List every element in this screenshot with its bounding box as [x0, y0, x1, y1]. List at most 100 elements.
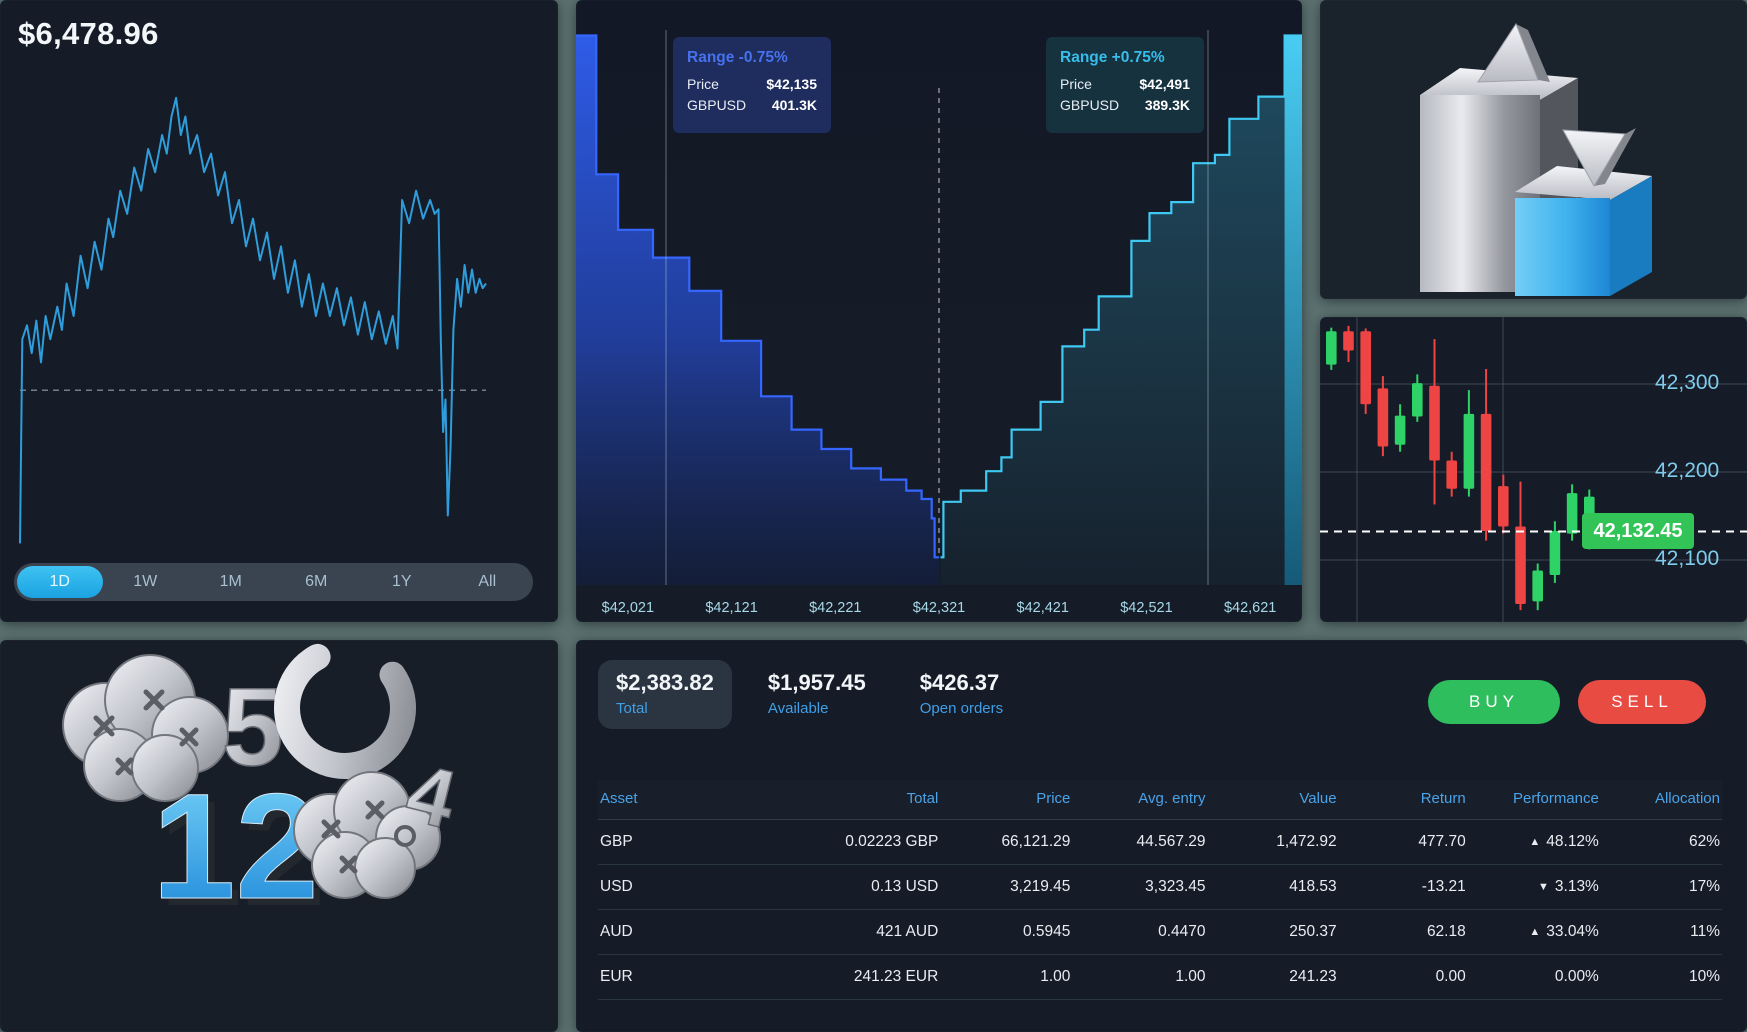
triangle-up-icon: ▲ [1529, 836, 1541, 848]
order-book-depth-panel: Range -0.75% Price $42,135 GBPUSD 401.3K… [576, 0, 1302, 622]
bar-arrows-illustration [1420, 22, 1652, 296]
performance-value: 33.04% [1546, 923, 1599, 940]
bid-pair-label: GBPUSD [687, 97, 747, 113]
time-range-all[interactable]: All [445, 566, 531, 598]
time-range-1w[interactable]: 1W [103, 566, 189, 598]
cell-avg-entry: 3,323.45 [1072, 864, 1208, 910]
cell-avg-entry: 1.00 [1072, 954, 1208, 1000]
cell-performance: 0.00% [1467, 954, 1601, 1000]
cell-total: 0.13 USD [728, 864, 941, 910]
summary-available: $1,957.45 Available [750, 660, 884, 729]
candlestick-chart [1320, 317, 1747, 622]
depth-x-label-3: $42,321 [912, 600, 966, 616]
svg-text:12: 12 [159, 769, 326, 937]
time-range-bar: 1D 1W 1M 6M 1Y All [14, 563, 533, 601]
cell-asset: GBP [598, 819, 729, 865]
col-header-total: Total [728, 780, 941, 820]
summary-open-orders: $426.37 Open orders [902, 660, 1021, 729]
cell-allocation: 11% [1600, 909, 1722, 955]
performance-value: 0.00% [1554, 968, 1599, 985]
ask-volume-value: 389.3K [1144, 97, 1190, 113]
bar-arrows-illustration-panel [1320, 0, 1747, 299]
holdings-table: Asset Total Price Avg. entry Value Return Perf… [598, 780, 1722, 1000]
buy-button[interactable]: BUY [1428, 680, 1560, 724]
svg-text:4: 4 [398, 747, 465, 846]
col-header-return: Return [1338, 780, 1468, 820]
time-range-6m[interactable]: 6M [274, 566, 360, 598]
cell-total: 0.02223 GBP [728, 819, 941, 865]
table-row-usd: USD 0.13 USD 3,219.45 3,323.45 418.53 -13.21 ▼… [598, 864, 1722, 910]
col-header-value: Value [1207, 780, 1339, 820]
table-row-eur: EUR 241.23 EUR 1.00 1.00 241.23 0.00 0.00% 10% [598, 954, 1722, 1000]
ask-price-value: $42,491 [1139, 76, 1190, 92]
bid-volume-value: 401.3K [771, 97, 817, 113]
cell-price: 3,219.45 [940, 864, 1073, 910]
cell-performance: ▲ 33.04% [1467, 909, 1601, 955]
summary-label: Available [767, 700, 829, 717]
time-range-1d[interactable]: 1D [17, 566, 103, 598]
sell-button[interactable]: SELL [1578, 680, 1706, 724]
summary-value: $426.37 [919, 670, 1000, 695]
depth-x-label-5: $42,521 [1120, 600, 1173, 616]
cell-price: 1.00 [940, 954, 1073, 1000]
depth-x-label-4: $42,421 [1016, 600, 1069, 616]
candle-y-label-2: 42,100 [1655, 547, 1720, 570]
cell-total: 421 AUD [728, 909, 941, 955]
ask-range-title: Range +0.75% [1060, 49, 1165, 66]
summary-label: Open orders [919, 700, 1004, 717]
ask-price-label: Price [1060, 76, 1092, 92]
col-header-price: Price [940, 780, 1073, 820]
cell-return: 0.00 [1338, 954, 1468, 1000]
summary-total: $2,383.82 Total [598, 660, 732, 729]
summary-label: Total [616, 700, 648, 717]
account-summary: $2,383.82 Total $1,957.45 Available $426.37 O… [598, 660, 1039, 729]
depth-x-label-2: $42,221 [809, 600, 862, 616]
triangle-up-icon: ▲ [1529, 926, 1541, 938]
cell-return: 477.70 [1338, 819, 1468, 865]
cell-performance: ▲ 48.12% [1467, 819, 1601, 865]
time-range-1m[interactable]: 1M [188, 566, 274, 598]
depth-chart [576, 30, 1302, 586]
cell-asset: AUD [598, 909, 729, 955]
candle-y-label-0: 42,300 [1655, 371, 1720, 394]
bid-range-tooltip: Range -0.75% Price $42,135 GBPUSD 401.3K [673, 37, 831, 133]
cell-return: 62.18 [1338, 909, 1468, 955]
performance-value: 48.12% [1546, 833, 1599, 850]
col-header-allocation: Allocation [1600, 780, 1722, 820]
holdings-body: GBP 0.02223 GBP 66,121.29 44.567.29 1,472.92… [598, 819, 1722, 1000]
cell-avg-entry: 44.567.29 [1072, 819, 1208, 865]
portfolio-line-chart [19, 96, 487, 544]
svg-text:12: 12 [152, 762, 319, 930]
cell-price: 0.5945 [940, 909, 1073, 955]
col-header-asset: Asset [598, 780, 729, 820]
depth-x-label-1: $42,121 [705, 600, 758, 616]
numbers-clouds-illustration-panel: 5 12 12 4 [0, 640, 558, 1032]
last-price-badge: 42,132.45 [1582, 513, 1694, 550]
cell-value: 241.23 [1207, 954, 1339, 1000]
depth-x-label-0: $42,021 [601, 600, 655, 616]
bid-range-title: Range -0.75% [687, 49, 788, 66]
table-row-gbp: GBP 0.02223 GBP 66,121.29 44.567.29 1,472.92… [598, 819, 1722, 865]
cell-performance: ▼ 3.13% [1467, 864, 1601, 910]
numbers-clouds-illustration: 5 12 12 4 [62, 640, 465, 937]
col-header-performance: Performance [1467, 780, 1601, 820]
cell-allocation: 17% [1600, 864, 1722, 910]
cell-allocation: 10% [1600, 954, 1722, 1000]
cell-return: -13.21 [1338, 864, 1468, 910]
holdings-header-row: Asset Total Price Avg. entry Value Return Perf… [598, 780, 1722, 820]
cell-price: 66,121.29 [940, 819, 1073, 865]
cell-allocation: 62% [1600, 819, 1722, 865]
bid-price-label: Price [687, 76, 719, 92]
triangle-down-icon: ▼ [1538, 881, 1549, 893]
candle-y-label-1: 42,200 [1655, 459, 1720, 482]
time-range-1y[interactable]: 1Y [359, 566, 445, 598]
cell-value: 1,472.92 [1207, 819, 1339, 865]
account-panel: $2,383.82 Total $1,957.45 Available $426.37 O… [576, 640, 1747, 1032]
svg-text:5: 5 [222, 666, 283, 789]
table-row-aud: AUD 421 AUD 0.5945 0.4470 250.37 62.18 ▲ 33.04%… [598, 909, 1722, 955]
summary-value: $2,383.82 [616, 670, 714, 695]
cell-asset: USD [598, 864, 729, 910]
performance-value: 3.13% [1554, 878, 1599, 895]
depth-x-axis: $42,021 $42,121 $42,221 $42,321 $42,421 $42,5… [576, 600, 1302, 616]
candlestick-panel: 42,132.45 42,300 42,200 42,100 [1320, 317, 1747, 622]
